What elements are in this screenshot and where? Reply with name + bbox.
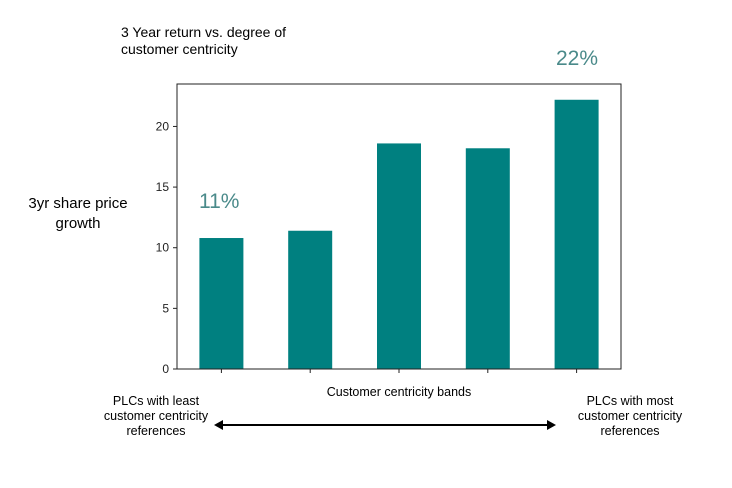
y-axis-label: 3yr share price growth	[28, 195, 128, 232]
x-axis-label: Customer centricity bands	[327, 385, 472, 399]
arrow-right-head	[547, 420, 556, 430]
right-band-note: PLCs with most customer centricity refer…	[577, 394, 683, 438]
low-value-callout: 11%	[199, 190, 240, 213]
y-tick-label: 10	[156, 241, 170, 255]
bars	[199, 99, 599, 369]
y-axis: 0 5 10 15 20	[156, 119, 177, 376]
high-value-callout: 22%	[556, 47, 599, 70]
y-tick-label: 15	[156, 180, 170, 194]
bar	[377, 143, 421, 369]
arrow-left-head	[214, 420, 223, 430]
bar	[288, 230, 333, 369]
y-tick-label: 5	[162, 301, 169, 315]
chart-title: 3 Year return vs. degree of customer cen…	[121, 24, 286, 57]
left-band-note: PLCs with least customer centricity refe…	[103, 394, 209, 438]
y-tick-label: 0	[162, 362, 169, 376]
plot-frame	[176, 83, 622, 370]
bar	[465, 148, 510, 369]
x-axis	[220, 369, 578, 373]
bar	[554, 99, 599, 369]
bar	[199, 238, 244, 369]
y-tick-label: 20	[156, 119, 170, 133]
